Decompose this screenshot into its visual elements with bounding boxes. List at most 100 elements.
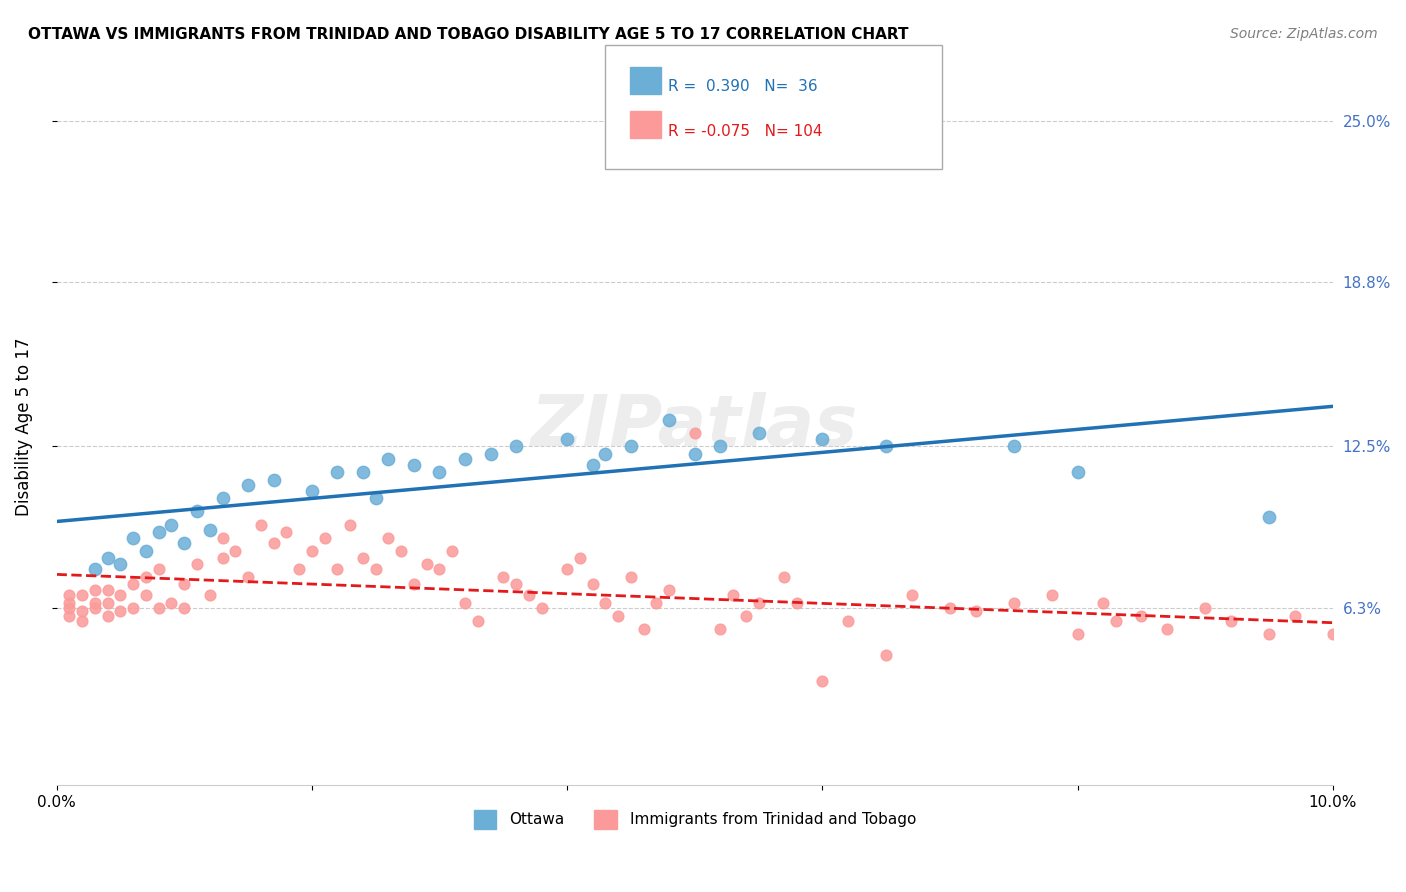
- Point: [211, 491, 233, 506]
- Point: [939, 601, 962, 615]
- Point: [326, 466, 349, 480]
- Point: [402, 458, 425, 472]
- Point: [58, 601, 80, 615]
- Point: [505, 577, 527, 591]
- Point: [83, 596, 105, 610]
- Point: [186, 504, 208, 518]
- Point: [97, 608, 120, 623]
- Point: [709, 439, 731, 453]
- Point: [900, 588, 922, 602]
- Point: [122, 531, 145, 545]
- Point: [236, 569, 259, 583]
- Text: Source: ZipAtlas.com: Source: ZipAtlas.com: [1230, 27, 1378, 41]
- Point: [198, 588, 221, 602]
- Point: [402, 577, 425, 591]
- Point: [83, 601, 105, 615]
- Point: [429, 562, 451, 576]
- Point: [1219, 614, 1241, 628]
- Point: [122, 601, 145, 615]
- Point: [58, 588, 80, 602]
- Point: [301, 543, 323, 558]
- Point: [389, 543, 412, 558]
- Point: [721, 588, 744, 602]
- Point: [148, 601, 170, 615]
- Point: [211, 531, 233, 545]
- Point: [339, 517, 361, 532]
- Point: [160, 517, 183, 532]
- Point: [658, 582, 681, 597]
- Point: [70, 614, 93, 628]
- Point: [837, 614, 859, 628]
- Point: [645, 596, 668, 610]
- Point: [658, 413, 681, 427]
- Point: [441, 543, 464, 558]
- Point: [148, 525, 170, 540]
- Point: [122, 577, 145, 591]
- Point: [364, 491, 387, 506]
- Point: [1322, 627, 1344, 641]
- Point: [479, 447, 502, 461]
- Point: [135, 543, 157, 558]
- Point: [1258, 509, 1281, 524]
- Point: [314, 531, 336, 545]
- Point: [582, 577, 605, 591]
- Point: [352, 551, 374, 566]
- Point: [377, 452, 399, 467]
- Point: [875, 648, 897, 662]
- Point: [683, 447, 706, 461]
- Text: R = -0.075   N= 104: R = -0.075 N= 104: [668, 124, 823, 138]
- Point: [288, 562, 311, 576]
- Point: [173, 601, 195, 615]
- Point: [173, 577, 195, 591]
- Point: [1002, 439, 1025, 453]
- Point: [58, 596, 80, 610]
- Point: [1092, 596, 1115, 610]
- Point: [236, 478, 259, 492]
- Point: [97, 596, 120, 610]
- Point: [467, 614, 489, 628]
- Point: [1258, 627, 1281, 641]
- Point: [555, 562, 578, 576]
- Point: [364, 562, 387, 576]
- Point: [1372, 622, 1395, 636]
- Point: [530, 601, 553, 615]
- Point: [595, 596, 617, 610]
- Point: [97, 582, 120, 597]
- Point: [454, 452, 477, 467]
- Point: [748, 426, 770, 441]
- Point: [555, 432, 578, 446]
- Point: [454, 596, 477, 610]
- Point: [1066, 627, 1088, 641]
- Point: [135, 588, 157, 602]
- Point: [734, 608, 756, 623]
- Point: [250, 517, 273, 532]
- Point: [1156, 622, 1178, 636]
- Point: [186, 557, 208, 571]
- Point: [377, 531, 399, 545]
- Point: [211, 551, 233, 566]
- Point: [224, 543, 246, 558]
- Point: [1040, 588, 1063, 602]
- Point: [135, 569, 157, 583]
- Point: [595, 447, 617, 461]
- Point: [83, 582, 105, 597]
- Point: [70, 603, 93, 617]
- Point: [1347, 640, 1369, 654]
- Point: [620, 569, 643, 583]
- Point: [1385, 614, 1406, 628]
- Point: [620, 439, 643, 453]
- Point: [198, 523, 221, 537]
- Point: [607, 608, 630, 623]
- Point: [1105, 614, 1128, 628]
- Point: [773, 569, 796, 583]
- Legend: Ottawa, Immigrants from Trinidad and Tobago: Ottawa, Immigrants from Trinidad and Tob…: [467, 804, 922, 835]
- Point: [633, 622, 655, 636]
- Point: [492, 569, 515, 583]
- Point: [326, 562, 349, 576]
- Point: [97, 551, 120, 566]
- Point: [70, 588, 93, 602]
- Point: [811, 432, 834, 446]
- Point: [1066, 466, 1088, 480]
- Point: [263, 473, 285, 487]
- Point: [748, 596, 770, 610]
